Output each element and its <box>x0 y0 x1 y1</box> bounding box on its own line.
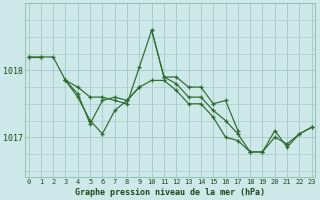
X-axis label: Graphe pression niveau de la mer (hPa): Graphe pression niveau de la mer (hPa) <box>75 188 265 197</box>
